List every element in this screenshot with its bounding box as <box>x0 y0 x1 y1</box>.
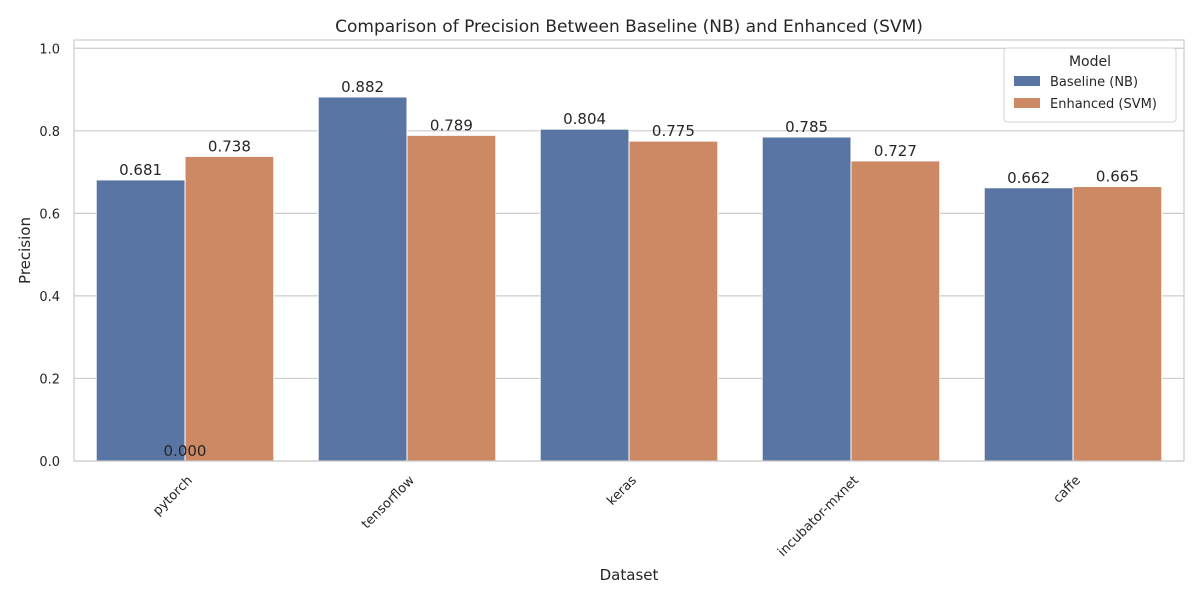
y-axis-ticks: 0.0 0.2 0.4 0.6 0.8 1.0 <box>39 42 60 470</box>
bar-value-label: 0.662 <box>1007 169 1050 187</box>
y-tick-label: 1.0 <box>39 42 60 57</box>
legend-title: Model <box>1069 54 1111 70</box>
bar-value-label: 0.681 <box>119 161 162 179</box>
bar-enhanced-caffe <box>1072 186 1163 462</box>
bar-enhanced-tensorflow <box>406 134 497 462</box>
bar-baseline-tensorflow <box>317 96 408 462</box>
legend-swatch <box>1014 76 1040 86</box>
bar-value-label: 0.738 <box>208 137 251 155</box>
y-tick-label: 0.0 <box>39 455 60 470</box>
bar-baseline-caffe <box>983 187 1074 462</box>
bar-enhanced-incubator-mxnet <box>850 160 941 462</box>
bar-value-label: 0.665 <box>1096 168 1139 186</box>
bar-value-label: 0.804 <box>563 110 606 128</box>
bar-value-label: 0.785 <box>785 118 828 136</box>
bar-value-label: 0.727 <box>874 142 917 160</box>
legend-box <box>1003 47 1177 123</box>
bar-value-label: 0.882 <box>341 78 384 96</box>
bar-enhanced-pytorch <box>184 155 275 462</box>
bar-enhanced-keras <box>628 140 719 462</box>
legend-swatch <box>1014 98 1040 108</box>
legend: Model Baseline (NB) Enhanced (SVM) <box>1003 47 1177 123</box>
plot-frame <box>73 39 1185 462</box>
y-tick-label: 0.2 <box>39 372 60 387</box>
bar-value-label: 0.789 <box>430 116 473 134</box>
legend-label: Baseline (NB) <box>1050 75 1138 90</box>
bar-value-label: 0.775 <box>652 122 695 140</box>
bars <box>95 96 1163 462</box>
x-axis-label: Dataset <box>600 566 659 584</box>
legend-label: Enhanced (SVM) <box>1050 97 1157 112</box>
y-tick-label: 0.4 <box>39 290 60 305</box>
y-tick-label: 0.8 <box>39 125 60 140</box>
bar-baseline-pytorch <box>95 179 186 462</box>
y-axis-label: Precision <box>16 217 34 284</box>
bar-value-labels: 0.681 0.882 0.804 0.785 0.662 0.738 0.789 0.775… <box>119 78 1139 460</box>
bar-baseline-keras <box>539 128 630 462</box>
legend-items: Baseline (NB) Enhanced (SVM) <box>1014 75 1157 112</box>
chart-title: Comparison of Precision Between Baseline… <box>335 17 923 37</box>
annotation-label: 0.000 <box>164 442 207 460</box>
bar-baseline-incubator-mxnet <box>761 136 852 462</box>
y-tick-label: 0.6 <box>39 207 60 222</box>
